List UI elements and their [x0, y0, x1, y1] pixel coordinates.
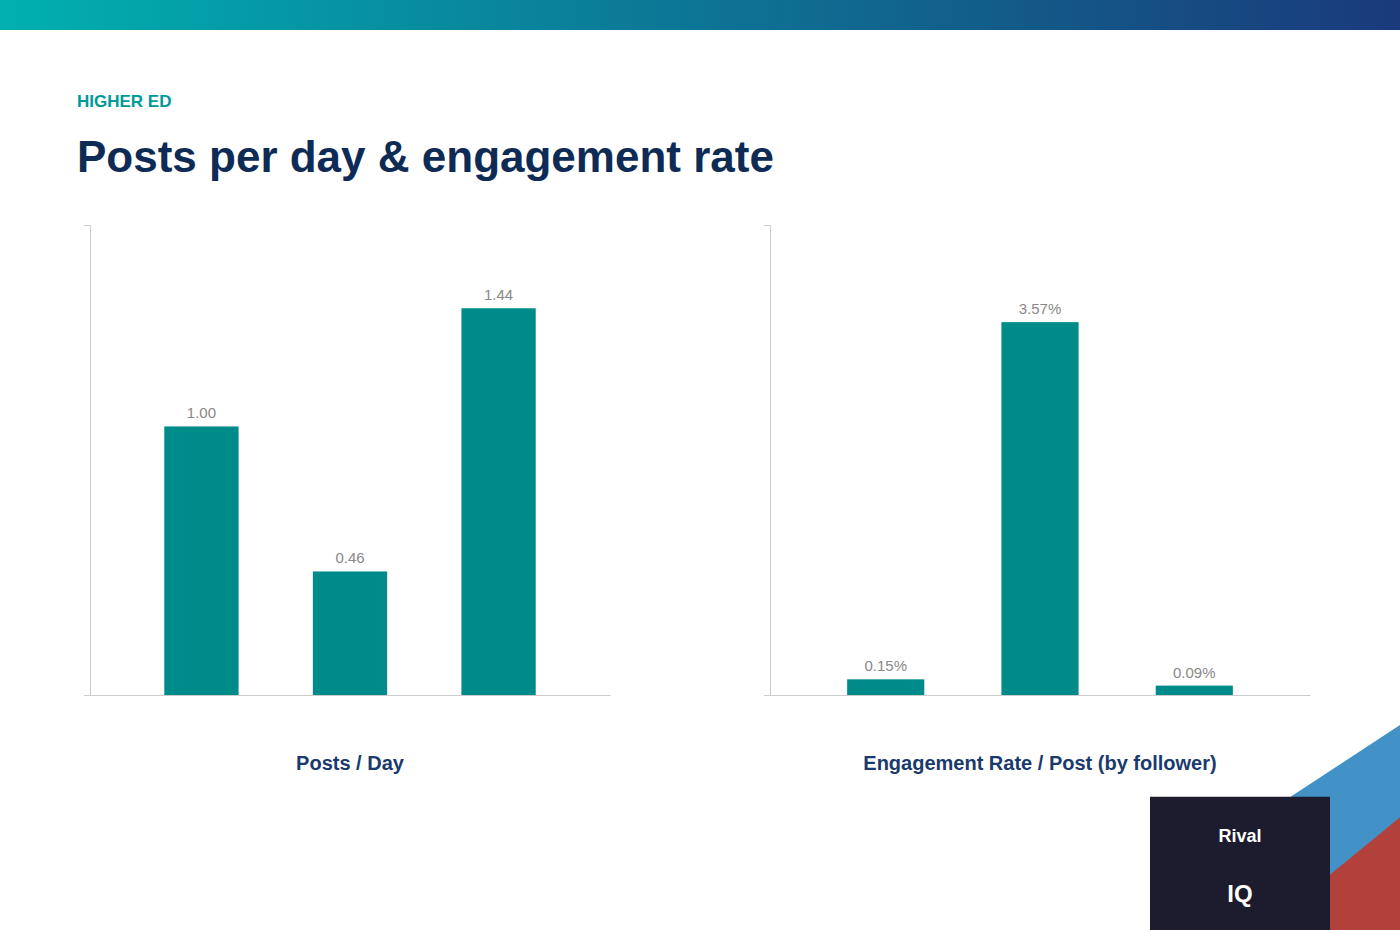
bars: [164, 308, 535, 695]
logo-box: [1150, 797, 1330, 930]
chart-title: Engagement Rate / Post (by follower): [863, 752, 1216, 774]
y-axis: [84, 226, 91, 696]
chart: 0.15% 3.57% 0.09%: [764, 226, 1311, 696]
y-axis-line: [764, 226, 771, 696]
y-axis: [764, 226, 771, 696]
chart: 1.00 0.46 1.44: [84, 226, 611, 696]
data-label: 0.15%: [864, 657, 907, 674]
subtitle: HIGHER ED: [77, 92, 171, 111]
data-label: 1.00: [187, 404, 216, 421]
data-labels: 0.15% 3.57% 0.09%: [864, 300, 1215, 680]
chart-root: HIGHER ED Posts per day & engagement rate…: [0, 0, 1400, 930]
bar: [164, 426, 238, 695]
bar: [847, 679, 924, 695]
bar: [1156, 686, 1233, 695]
data-label: 1.44: [484, 286, 513, 303]
data-label: 3.57%: [1019, 300, 1062, 317]
x-axis: [91, 695, 611, 696]
data-label: 0.46: [335, 549, 364, 566]
bar: [313, 571, 387, 695]
top-bar: [0, 0, 1400, 30]
logo: Rival IQ: [1150, 725, 1400, 930]
chart-title: Posts / Day: [296, 752, 405, 774]
x-axis-line: [91, 695, 611, 696]
bar: [461, 308, 535, 695]
bars: [847, 322, 1233, 695]
bar: [1001, 322, 1078, 695]
x-axis: [771, 695, 1311, 696]
title: Posts per day & engagement rate: [77, 132, 774, 181]
data-label: 0.09%: [1173, 664, 1216, 681]
y-axis-line: [84, 226, 91, 696]
logo-text: Rival: [1218, 826, 1261, 846]
logo-text: IQ: [1227, 880, 1252, 907]
x-axis-line: [771, 695, 1311, 696]
data-labels: 1.00 0.46 1.44: [187, 286, 513, 566]
